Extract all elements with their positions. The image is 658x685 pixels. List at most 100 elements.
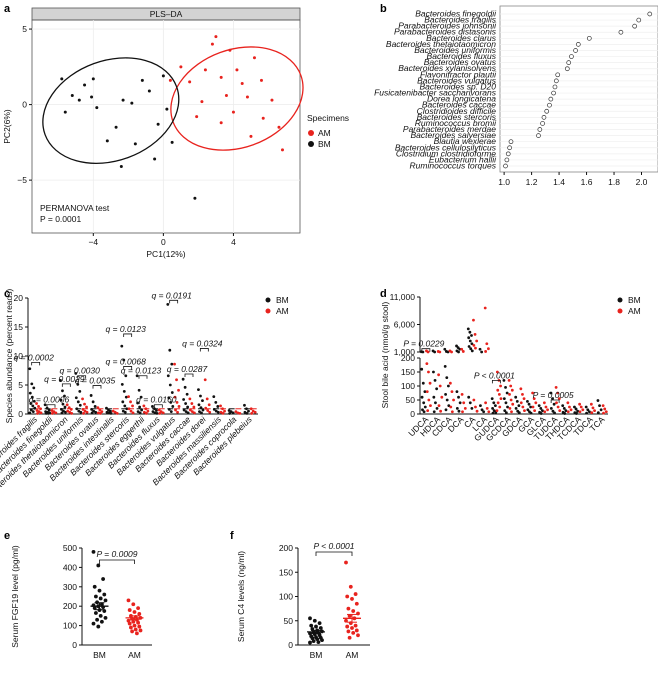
panel-d-point-am [534, 401, 538, 405]
panel-d-point-am [474, 346, 477, 350]
panel-c-q-annotation: q = 0.0029 [44, 374, 85, 384]
panel-c-point-bm [138, 411, 142, 415]
panel-f-category-label: AM [346, 650, 359, 660]
panel-d-point-am [604, 410, 608, 414]
panel-c-point-am [35, 402, 38, 405]
panel-c-point-bm [245, 412, 249, 415]
panel-d-point-bm [458, 401, 462, 405]
panel-d-point-am [579, 405, 583, 409]
panel-f-point-bm [316, 640, 321, 644]
panel-d-point-am [463, 407, 467, 410]
panel-a-point-bm [133, 142, 137, 146]
panel-c-point-am [175, 401, 179, 404]
panel-b-point [575, 42, 581, 47]
panel-d-point-am [496, 388, 500, 392]
panel-a-ytick-label: 5 [22, 24, 27, 34]
panel-d-point-bm [432, 410, 436, 414]
panel-e-point-bm [91, 549, 96, 554]
panel-d-point-bm [420, 395, 424, 399]
panel-c-point-am [207, 403, 211, 407]
panel-d-point-bm [470, 334, 473, 337]
panel-f-point-bm [315, 637, 320, 642]
panel-d-point-bm [517, 411, 521, 414]
panel-c-point-bm [74, 396, 78, 400]
panel-e-point-bm [103, 615, 108, 620]
panel-b-category-label: Bacteroides salyersiae [410, 130, 496, 140]
panel-d-point-bm [432, 395, 436, 399]
panel-c-point-am [190, 402, 194, 405]
panel-c-point-bm [89, 394, 93, 397]
panel-b-xtick-label: 1.0 [498, 177, 510, 187]
panel-a-point-bm [105, 139, 109, 143]
panel-b-category-label: Parabacteroides johnsonii [398, 21, 497, 31]
panel-e-ytick-label: 400 [63, 562, 77, 572]
panel-d-point-bm [433, 379, 437, 382]
panel-f-point-bm [320, 638, 324, 643]
panel-d-point-bm [434, 401, 437, 405]
panel-c-point-bm [167, 396, 171, 400]
panel-c-point-am [188, 397, 192, 401]
panel-d-legend-label: BM [628, 295, 641, 305]
panel-d-legend-marker [617, 297, 623, 303]
panel-c-point-am [223, 409, 226, 413]
panel-c-point-bm [32, 399, 36, 403]
panel-b-category-label: Bacteroides xylanisolvens [398, 63, 497, 73]
panel-c-point-bm [197, 388, 200, 392]
panel-b-point [505, 151, 511, 157]
panel-f-point-bm [314, 624, 318, 629]
panel-d-point-am [452, 398, 455, 402]
panel-d-point-am [542, 401, 546, 405]
panel-c-point-bm [170, 362, 174, 366]
panel-d-point-am [472, 398, 476, 402]
panel-d-p-annotation: P = 0.0005 [533, 390, 574, 400]
panel-c-point-am [98, 412, 102, 415]
panel-c-point-bm [74, 372, 78, 375]
panel-c-point-bm [137, 388, 141, 392]
panel-c-point-am [158, 412, 162, 415]
panel-d-point-bm [506, 405, 509, 409]
panel-a-legend-marker [308, 130, 314, 136]
panel-a-point-am [235, 68, 239, 72]
panel-b-point [508, 139, 514, 145]
panel-f-point-am [346, 629, 351, 634]
panel-c-point-bm [231, 411, 235, 415]
panel-d-point-bm [470, 407, 474, 410]
panel-d-point-am [601, 404, 605, 407]
panel-c-point-bm [247, 409, 250, 413]
panel-d-point-am [427, 398, 431, 402]
panel-e-point-am [138, 628, 143, 633]
panel-c-bracket [138, 375, 148, 379]
panel-e-point-bm [94, 594, 98, 599]
panel-c-point-bm [200, 411, 203, 415]
panel-a-point-am [228, 48, 232, 52]
panel-f-point-am [356, 633, 360, 638]
panel-f-ytick-label: 150 [279, 567, 293, 577]
panel-f-p-annotation: P < 0.0001 [313, 541, 354, 551]
panel-d-point-bm [586, 408, 590, 412]
panel-b-point [540, 121, 545, 126]
panel-e-point-am [131, 602, 136, 607]
panel-d-point-bm [470, 342, 474, 346]
panel-d-point-bm [466, 327, 470, 331]
panel-c-point-am [115, 412, 119, 415]
panel-d-point-am [487, 347, 490, 351]
panel-b-category-label: Bacteroides stercoris [417, 112, 497, 122]
panel-d-point-am [472, 318, 475, 322]
panel-d-point-bm [504, 401, 508, 405]
panel-c-point-am [177, 405, 181, 408]
panel-d-point-bm [540, 409, 544, 413]
panel-c-point-am [146, 409, 150, 413]
panel-b-category-label: Parabacteroides merdae [403, 124, 496, 134]
panel-b-xtick-label: 1.2 [526, 177, 538, 187]
panel-a-point-bm [165, 107, 169, 111]
panel-b-category-label: Ruminococcus bromii [415, 118, 497, 128]
panel-e-point-am [137, 612, 142, 616]
panel-c-bracket [46, 404, 56, 408]
panel-e-bracket [99, 559, 135, 564]
panel-f-point-bm [308, 616, 312, 621]
panel-d-point-bm [458, 347, 462, 351]
panel-d-point-am [511, 402, 515, 406]
panel-c-q-annotation: q = 0.0324 [182, 338, 223, 348]
panel-d-point-bm [514, 395, 518, 399]
panel-f-point-am [353, 592, 358, 596]
